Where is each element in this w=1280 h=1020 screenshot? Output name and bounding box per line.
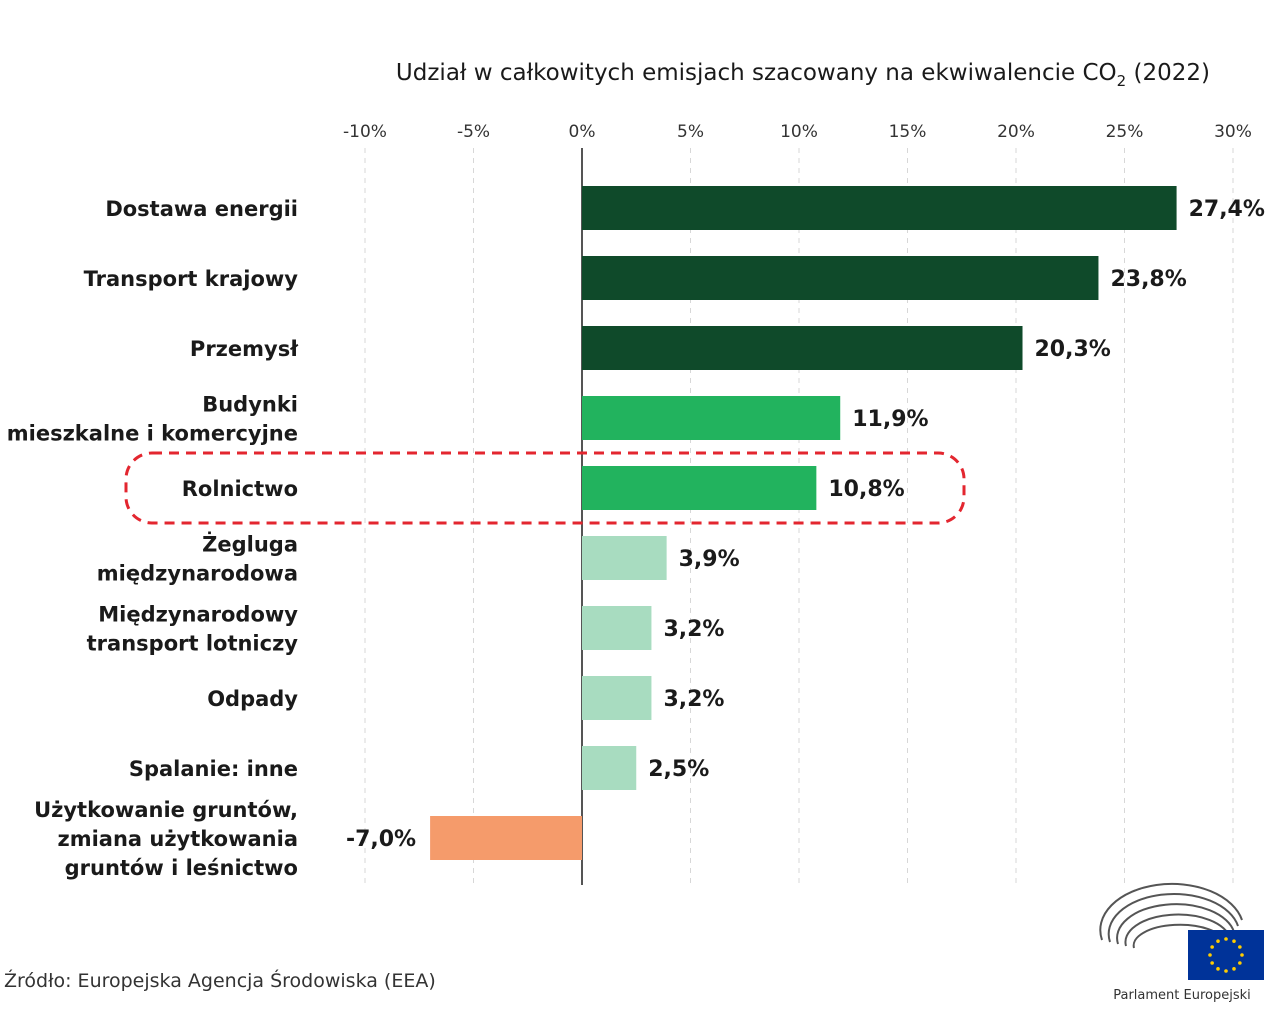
category-label-line: gruntów i leśnictwo [65, 856, 298, 880]
bar [582, 326, 1023, 370]
eu-star [1240, 953, 1244, 957]
bar [430, 816, 582, 860]
category-label: Przemysł [190, 337, 299, 361]
x-tick-label: 25% [1106, 122, 1144, 142]
category-label: Dostawa energii [105, 197, 298, 221]
logo-text: Parlament Europejski [1113, 988, 1251, 1003]
value-label: 20,3% [1035, 337, 1111, 362]
value-label: 3,2% [663, 687, 724, 712]
category-label-line: mieszkalne i komercyjne [7, 422, 298, 446]
eu-star [1232, 967, 1236, 971]
x-tick-label: 30% [1214, 122, 1252, 142]
parliament-logo: Parlament Europejski [1092, 880, 1272, 1010]
eu-star [1238, 945, 1242, 949]
x-tick-label: -10% [343, 122, 387, 142]
category-label-line: Rolnictwo [182, 477, 298, 501]
x-tick-label: 10% [780, 122, 818, 142]
category-label-line: Żegluga [202, 532, 298, 557]
chart-title-subscript: 2 [1117, 72, 1127, 90]
value-label: 10,8% [828, 477, 904, 502]
bars [430, 186, 1177, 860]
eu-star [1208, 953, 1212, 957]
category-label-line: Transport krajowy [84, 267, 299, 291]
bar [582, 466, 817, 510]
bar [582, 396, 841, 440]
bar [582, 536, 667, 580]
bar [582, 606, 652, 650]
category-label: Transport krajowy [84, 267, 299, 291]
category-label-line: zmiana użytkowania [57, 827, 298, 851]
category-label-line: międzynarodowa [97, 562, 298, 586]
category-label-line: Dostawa energii [105, 197, 298, 221]
category-label: Odpady [207, 687, 298, 711]
eu-star [1216, 939, 1220, 943]
eu-star [1232, 939, 1236, 943]
x-tick-label: -5% [457, 122, 490, 142]
category-label-line: Użytkowanie gruntów, [34, 798, 298, 822]
category-label: Żegluga międzynarodowa [97, 532, 298, 586]
category-label-line: transport lotniczy [87, 632, 299, 656]
bar [582, 256, 1099, 300]
x-tick-label: 0% [569, 122, 596, 142]
value-label: 23,8% [1110, 267, 1186, 292]
value-label: 11,9% [852, 407, 928, 432]
value-label: 27,4% [1189, 197, 1265, 222]
eu-star [1224, 969, 1228, 973]
eu-star [1224, 937, 1228, 941]
bar [582, 746, 637, 790]
eu-star [1216, 967, 1220, 971]
highlight-layer [124, 451, 966, 525]
category-label: Rolnictwo [182, 477, 298, 501]
bar [582, 676, 652, 720]
category-label-line: Budynki [202, 393, 298, 417]
highlight-box [124, 451, 966, 525]
eu-star [1210, 945, 1214, 949]
x-tick-label: 20% [997, 122, 1035, 142]
category-label-line: Przemysł [190, 337, 299, 361]
labels: -10% -5% 0% 5% 10% 15% 20% 25% 30% 27,4% Dostawa e… [7, 122, 1265, 880]
bar [582, 186, 1177, 230]
category-label: Użytkowanie gruntów, zmiana użytkowania gr… [34, 798, 298, 880]
source-note: Źródło: Europejska Agencja Środowiska (E… [4, 970, 436, 992]
category-label: Spalanie: inne [129, 757, 298, 781]
category-label-line: Międzynarodowy [98, 603, 298, 627]
value-label: 3,9% [679, 547, 740, 572]
chart-title-main: Udział w całkowitych emisjach szacowany … [396, 60, 1117, 86]
eu-parliament-icon [1099, 882, 1264, 980]
category-label: Budynki mieszkalne i komercyjne [7, 393, 298, 446]
category-label: Międzynarodowy transport lotniczy [87, 603, 299, 656]
chart-title: Udział w całkowitych emisjach szacowany … [396, 60, 1210, 90]
value-label: -7,0% [346, 827, 416, 852]
chart-title-suffix: (2022) [1126, 60, 1210, 86]
x-tick-label: 5% [677, 122, 704, 142]
category-label-line: Odpady [207, 687, 298, 711]
value-label: 2,5% [648, 757, 709, 782]
x-tick-label: 15% [889, 122, 927, 142]
eu-star [1210, 961, 1214, 965]
value-label: 3,2% [663, 617, 724, 642]
category-label-line: Spalanie: inne [129, 757, 298, 781]
eu-star [1238, 961, 1242, 965]
